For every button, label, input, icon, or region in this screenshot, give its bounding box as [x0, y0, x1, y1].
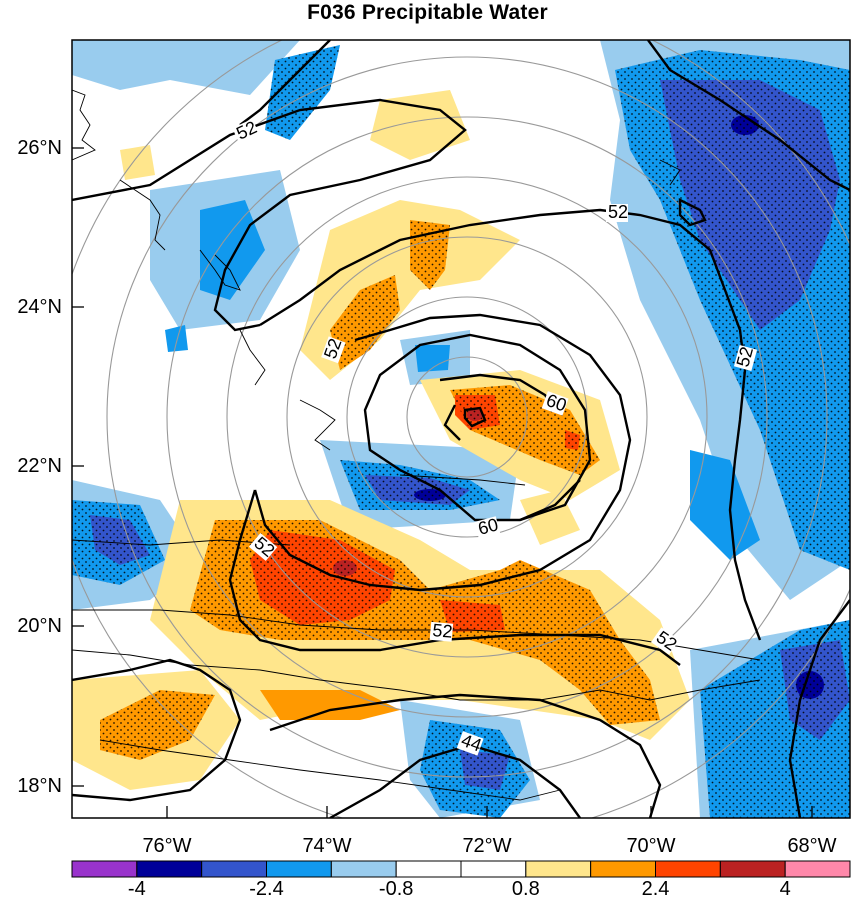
- lat-label-24n: 24°N: [17, 296, 62, 318]
- lon-label-70w: 70°W: [626, 835, 676, 857]
- lat-label-22n: 22°N: [17, 455, 62, 477]
- colorbar-label: -0.8: [378, 878, 414, 900]
- colorbar-label: -2.4: [249, 878, 284, 900]
- lat-label-20n: 20°N: [17, 615, 62, 637]
- contour-label: 52: [608, 202, 628, 222]
- colorbar-swatch: [590, 860, 657, 878]
- colorbar-swatch: [201, 860, 268, 878]
- colorbar-label: -4: [127, 878, 146, 900]
- colorbar-label: 2.4: [641, 878, 670, 900]
- colorbar-swatch: [330, 860, 397, 878]
- plot-frame: [71, 39, 851, 819]
- colorbar: [71, 860, 851, 878]
- colorbar-swatch: [266, 860, 332, 878]
- colorbar-swatch: [719, 860, 786, 878]
- colorbar-swatch: [784, 860, 851, 878]
- map-plot-area: [72, 40, 850, 818]
- lon-label-74w: 74°W: [302, 835, 352, 857]
- map-title: F036 Precipitable Water: [307, 1, 548, 24]
- lon-label-76w: 76°W: [142, 835, 192, 857]
- lon-label-68w: 68°W: [787, 835, 837, 857]
- contour-label: 52: [432, 620, 454, 642]
- colorbar-label: 4: [779, 878, 791, 900]
- lat-label-26n: 26°N: [17, 137, 62, 159]
- pw-contours: [72, 40, 850, 818]
- colorbar-swatch: [525, 860, 592, 878]
- lat-label-18n: 18°N: [17, 775, 62, 797]
- colorbar-swatch: [460, 860, 527, 878]
- lon-label-72w: 72°W: [462, 835, 512, 857]
- colorbar-swatch: [136, 860, 203, 878]
- axis-ticks: [72, 147, 813, 818]
- colorbar-label: 0.8: [511, 878, 540, 900]
- colorbar-swatch: [71, 860, 138, 878]
- colorbar-swatch: [655, 860, 721, 878]
- colorbar-swatch: [395, 860, 462, 878]
- range-rings: [72, 40, 850, 818]
